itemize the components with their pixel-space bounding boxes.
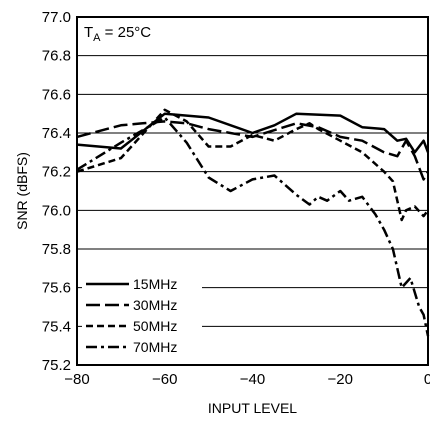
x-axis-title: INPUT LEVEL	[208, 400, 297, 416]
annotation-main: T	[84, 24, 93, 41]
x-tick-label: −80	[64, 371, 89, 388]
y-tick-label: 76.6	[42, 86, 71, 103]
y-tick-label: 76.2	[42, 164, 71, 181]
temperature-annotation: TA = 25°C	[84, 24, 151, 44]
series-line-50MHz	[76, 108, 429, 222]
plot-frame	[76, 16, 429, 366]
legend-label: 30MHz	[133, 297, 177, 313]
y-tick-label: 76.4	[42, 125, 71, 142]
y-tick-label: 76.8	[42, 48, 71, 65]
y-tick-label: 75.6	[42, 280, 71, 297]
series-layer	[76, 108, 430, 337]
y-tick-label: 75.8	[42, 241, 71, 258]
annotation-rest: = 25°C	[101, 24, 152, 41]
y-tick-label: 77.0	[42, 9, 71, 26]
x-tick-labels: −80 −60 −40 −20 0	[64, 371, 430, 388]
y-tick-labels: 75.2 75.4 75.6 75.8 76.0 76.2 76.4 76.6 76.8 77.0	[42, 9, 71, 374]
y-tick-label: 75.2	[42, 357, 71, 374]
legend: 15MHz 30MHz 50MHz 70MHz	[82, 274, 202, 360]
legend-background	[82, 274, 202, 360]
y-tick-label: 75.4	[42, 318, 71, 335]
x-tick-label: −60	[152, 371, 177, 388]
series-line-70MHz	[76, 116, 430, 337]
y-tick-label: 76.0	[42, 202, 71, 219]
annotation-subscript: A	[93, 32, 101, 44]
x-tick-label: −20	[328, 371, 353, 388]
legend-label: 50MHz	[133, 318, 177, 334]
x-tick-label: −40	[240, 371, 265, 388]
legend-label: 15MHz	[133, 276, 177, 292]
series-line-30MHz	[76, 120, 430, 181]
legend-label: 70MHz	[133, 339, 177, 355]
x-tick-label: 0	[424, 371, 430, 388]
series-line-15MHz	[76, 112, 430, 154]
y-axis-title: SNR (dBFS)	[14, 152, 30, 230]
